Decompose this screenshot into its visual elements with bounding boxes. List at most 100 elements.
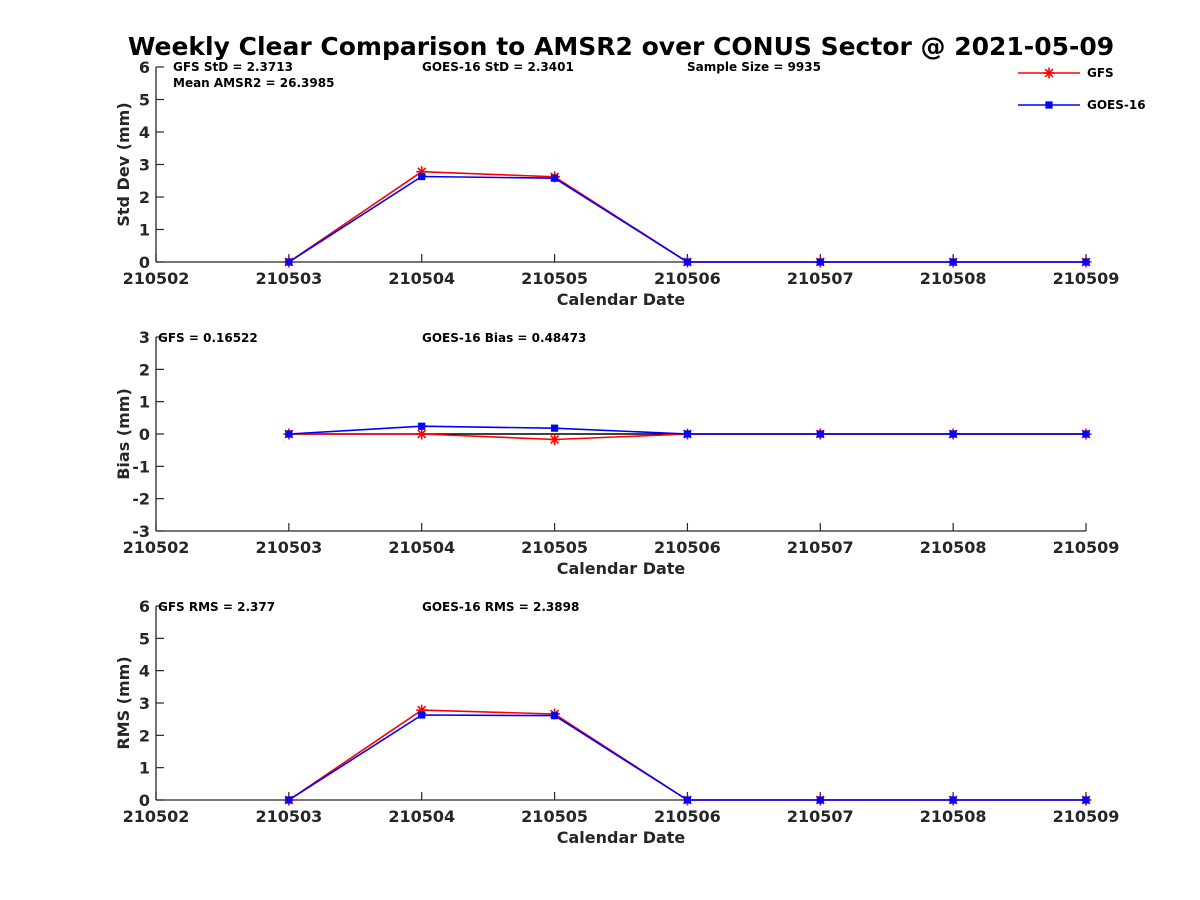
y-tick-label: 5 — [139, 91, 150, 110]
stat-annotation: GOES-16 RMS = 2.3898 — [422, 600, 579, 614]
y-tick-label: 1 — [139, 221, 150, 240]
data-point-goes16 — [285, 430, 293, 438]
x-tick-label: 210506 — [654, 807, 721, 826]
data-point-goes16 — [1082, 430, 1090, 438]
y-axis-label: RMS (mm) — [114, 656, 133, 749]
x-tick-label: 210504 — [388, 269, 455, 288]
x-tick-label: 210503 — [255, 538, 322, 557]
y-axis-label: Std Dev (mm) — [114, 102, 133, 226]
x-tick-label: 210504 — [388, 807, 455, 826]
legend-item-goes16: GOES-16 — [1018, 98, 1146, 112]
x-axis-label: Calendar Date — [557, 290, 686, 309]
data-point-goes16 — [550, 174, 559, 182]
data-point-gfs-stroke — [417, 429, 427, 439]
data-point-goes16 — [816, 796, 824, 804]
y-tick-label: 6 — [139, 597, 150, 616]
x-tick-label: 210505 — [521, 269, 588, 288]
data-point-goes16 — [285, 258, 293, 266]
x-tick-label: 210506 — [654, 269, 721, 288]
legend-gfs-marker — [1043, 67, 1055, 79]
data-point-goes16 — [550, 712, 559, 720]
x-tick-label: 210509 — [1053, 538, 1120, 557]
data-point-goes16 — [683, 258, 692, 266]
legend-goes16-marker — [1045, 101, 1053, 109]
legend-gfs-label: GFS — [1087, 66, 1114, 80]
legend-gfs-marker-shape — [1043, 67, 1055, 79]
legend-goes16-marker-shape — [1045, 101, 1053, 109]
y-tick-label: 4 — [139, 662, 150, 681]
x-tick-label: 210507 — [787, 538, 854, 557]
x-tick-label: 210505 — [521, 807, 588, 826]
data-point-goes16 — [816, 430, 824, 438]
y-axis-label: Bias (mm) — [114, 388, 133, 480]
y-tick-label: 4 — [139, 123, 150, 142]
data-point-goes16 — [285, 796, 293, 804]
y-tick-label: 3 — [139, 156, 150, 175]
series-line-goes16 — [288, 175, 1086, 263]
y-tick-label: -3 — [132, 522, 150, 541]
x-tick-label: 210506 — [654, 538, 721, 557]
stat-annotation: GFS StD = 2.3713 — [173, 60, 293, 74]
panel-1: 0 1 2 3 4 5 6 210502 210503 210504 210505 210506 210… — [114, 58, 1119, 309]
x-tick-label: 210509 — [1053, 807, 1120, 826]
y-tick-label: 3 — [139, 694, 150, 713]
legend-item-gfs: GFS — [1018, 66, 1114, 80]
stat-annotation: GOES-16 Bias = 0.48473 — [422, 331, 586, 345]
x-tick-label: 210502 — [123, 538, 190, 557]
legend-gfs-marker-shape-stroke — [1044, 68, 1054, 78]
legend: GFS GOES-16 — [1018, 66, 1146, 112]
x-tick-label: 210508 — [920, 269, 987, 288]
x-tick-label: 210508 — [920, 807, 987, 826]
data-point-goes16 — [949, 796, 957, 804]
y-tick-label: 2 — [139, 360, 150, 379]
stat-annotation: Mean AMSR2 = 26.3985 — [173, 76, 334, 90]
data-point-goes16 — [418, 172, 426, 181]
data-point-goes16 — [1082, 258, 1090, 266]
x-tick-label: 210508 — [920, 538, 987, 557]
series-line-goes16 — [288, 714, 1086, 801]
stat-annotation: GOES-16 StD = 2.3401 — [422, 60, 574, 74]
y-tick-label: 0 — [139, 425, 150, 444]
data-point-goes16 — [949, 258, 957, 266]
data-point-gfs-stroke — [550, 435, 560, 444]
data-point-goes16 — [683, 796, 692, 804]
x-tick-label: 210502 — [123, 807, 190, 826]
x-tick-label: 210503 — [255, 269, 322, 288]
x-axis-label: Calendar Date — [557, 828, 686, 847]
data-point-goes16 — [683, 430, 692, 438]
stat-annotation: GFS = 0.16522 — [158, 331, 258, 345]
y-tick-label: 0 — [139, 791, 150, 810]
data-point-goes16 — [949, 430, 957, 438]
data-point-goes16 — [418, 711, 426, 719]
y-tick-label: 2 — [139, 188, 150, 207]
data-point-goes16 — [816, 258, 824, 266]
y-tick-label: -2 — [132, 490, 150, 509]
data-point-goes16 — [418, 422, 426, 430]
x-axis-label: Calendar Date — [557, 559, 686, 578]
data-point-gfs — [549, 433, 561, 445]
data-point-gfs — [416, 428, 428, 440]
data-point-goes16 — [1082, 796, 1090, 804]
stat-annotation: Sample Size = 9935 — [687, 60, 821, 74]
panel-2: -3 -2 -1 0 1 2 3 210502 210503 210504 210505 210506… — [114, 328, 1119, 578]
y-tick-label: -1 — [132, 457, 150, 476]
panel-3: 0 1 2 3 4 5 6 210502 210503 210504 210505 210506 210… — [114, 597, 1119, 847]
x-tick-label: 210509 — [1053, 269, 1120, 288]
y-tick-label: 1 — [139, 393, 150, 412]
x-tick-label: 210507 — [787, 269, 854, 288]
y-tick-label: 2 — [139, 726, 150, 745]
y-tick-label: 1 — [139, 759, 150, 778]
x-tick-label: 210507 — [787, 807, 854, 826]
legend-goes16-label: GOES-16 — [1087, 98, 1146, 112]
stat-annotation: GFS RMS = 2.377 — [158, 600, 275, 614]
x-tick-label: 210505 — [521, 538, 588, 557]
x-tick-label: 210504 — [388, 538, 455, 557]
y-tick-label: 3 — [139, 328, 150, 347]
y-tick-label: 5 — [139, 629, 150, 648]
y-tick-label: 0 — [139, 253, 150, 272]
x-tick-label: 210503 — [255, 807, 322, 826]
data-point-goes16 — [550, 424, 559, 432]
x-tick-label: 210502 — [123, 269, 190, 288]
